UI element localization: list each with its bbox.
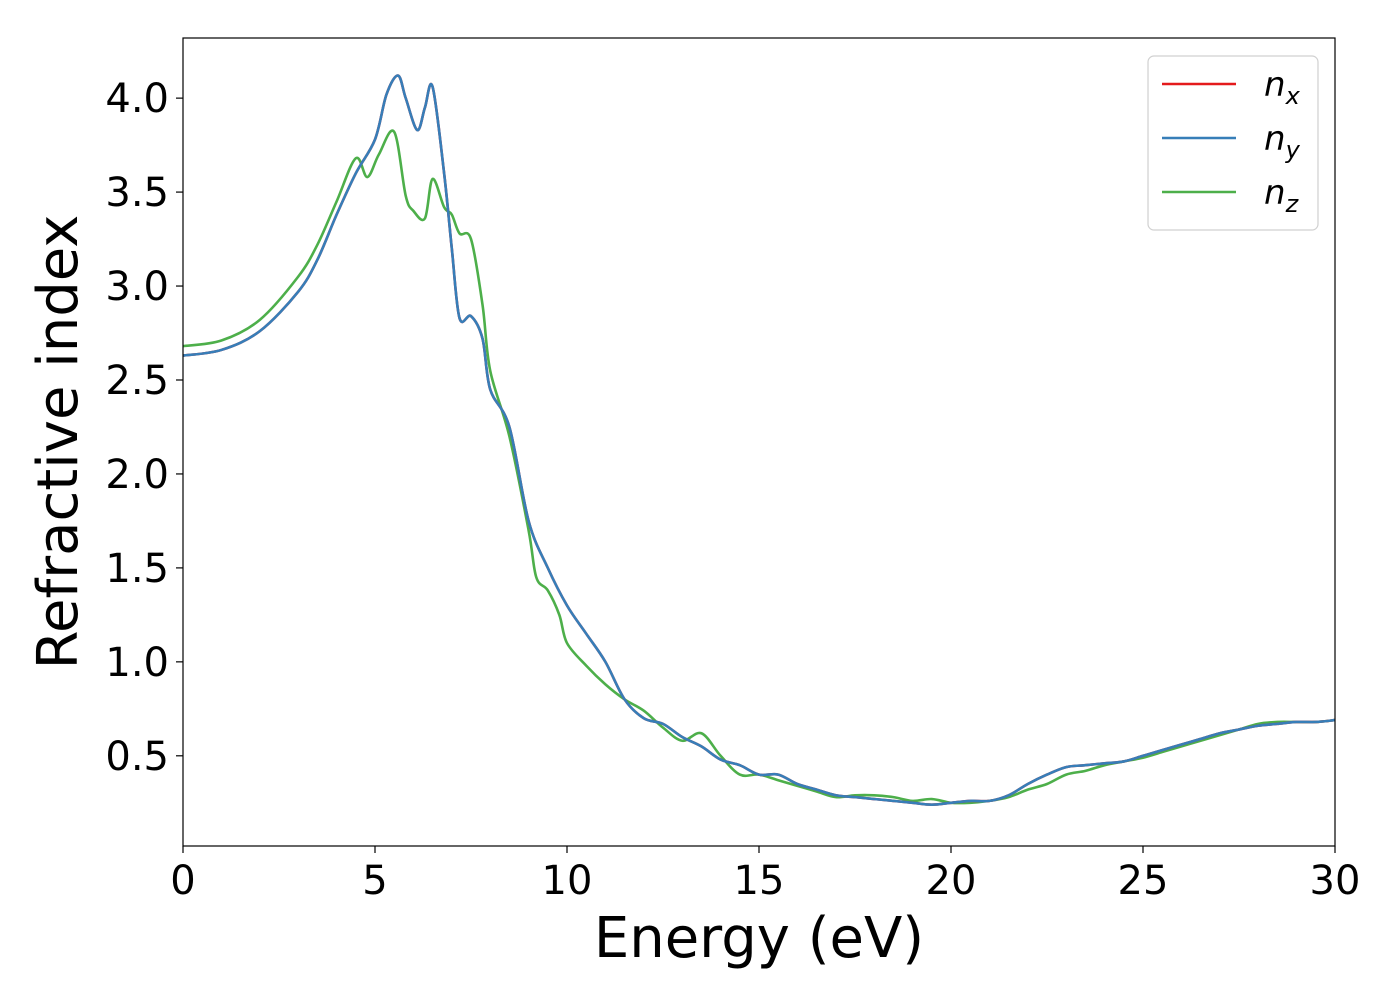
- y-tick-label: 3.5: [105, 170, 169, 216]
- legend: nx ny nz: [1147, 55, 1319, 231]
- plot-area: [183, 38, 1335, 846]
- x-tick-label: 10: [542, 858, 593, 904]
- y-tick-label: 1.5: [105, 546, 169, 592]
- x-tick-label: 0: [170, 858, 195, 904]
- x-tick-label: 30: [1310, 858, 1361, 904]
- series-line-ny: [182, 74, 1336, 806]
- y-tick-label: 3.0: [105, 264, 169, 310]
- y-tick-label: 1.0: [105, 640, 169, 686]
- y-axis-ticks: 0.5 1.0 1.5 2.0 2.5 3.0 3.5 4.0: [105, 76, 183, 780]
- series-layer: [182, 74, 1336, 806]
- x-tick-label: 5: [362, 858, 387, 904]
- y-tick-label: 2.0: [105, 452, 169, 498]
- x-axis-label: Energy (eV): [594, 906, 924, 971]
- legend-box: [1147, 55, 1319, 231]
- legend-label-ny: ny: [1264, 119, 1301, 164]
- y-tick-label: 4.0: [105, 76, 169, 122]
- legend-label-nx: nx: [1264, 65, 1301, 110]
- legend-label-nz: nz: [1264, 173, 1300, 218]
- y-tick-label: 0.5: [105, 734, 169, 780]
- y-tick-label: 2.5: [105, 358, 169, 404]
- x-tick-label: 20: [926, 858, 977, 904]
- x-tick-label: 25: [1118, 858, 1169, 904]
- y-axis-label: Refractive index: [26, 215, 91, 670]
- x-axis-ticks: 0 5 10 15 20 25 30: [170, 846, 1360, 904]
- x-tick-label: 15: [734, 858, 785, 904]
